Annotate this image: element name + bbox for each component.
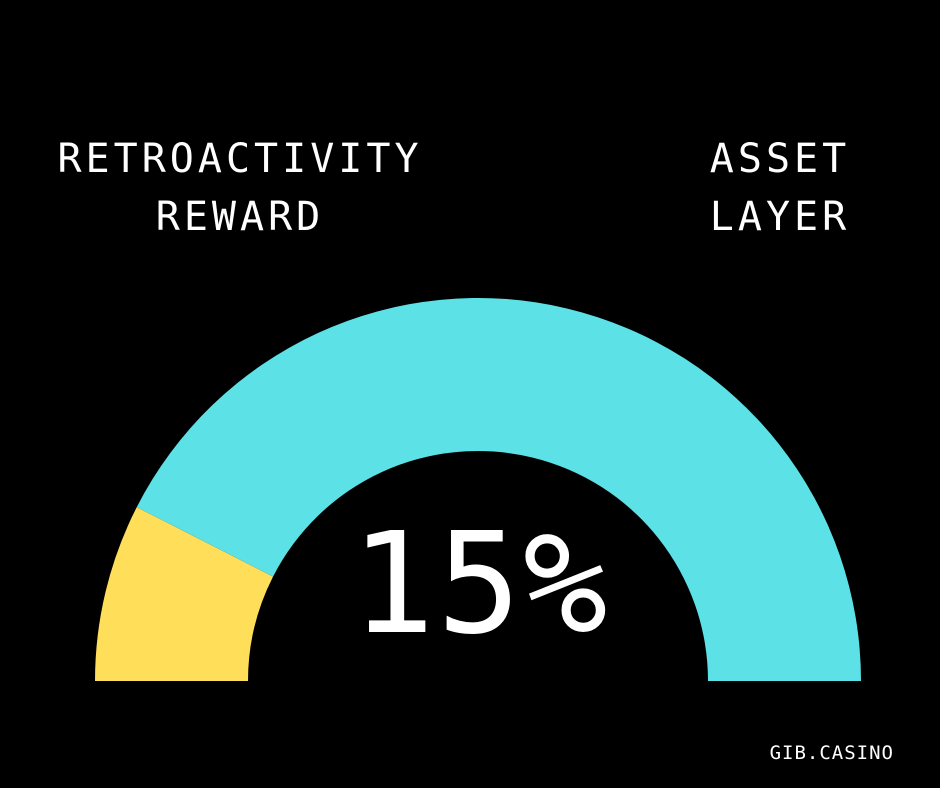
label-right-line2: LAYER xyxy=(709,194,851,240)
label-right-line1: ASSET xyxy=(709,136,851,182)
retroactivity-reward-label: RETROACTIVITY REWARD xyxy=(40,130,440,246)
asset-layer-label: ASSET LAYER xyxy=(680,130,880,246)
label-left-line1: RETROACTIVITY xyxy=(57,136,423,182)
gauge-slice-retroactivity-reward xyxy=(95,507,274,681)
gauge-slice-asset-layer xyxy=(136,297,861,681)
label-left-line2: REWARD xyxy=(155,194,325,240)
gauge-value-text: 15% xyxy=(350,503,610,666)
brand-watermark: GIB.CASINO xyxy=(769,742,894,764)
